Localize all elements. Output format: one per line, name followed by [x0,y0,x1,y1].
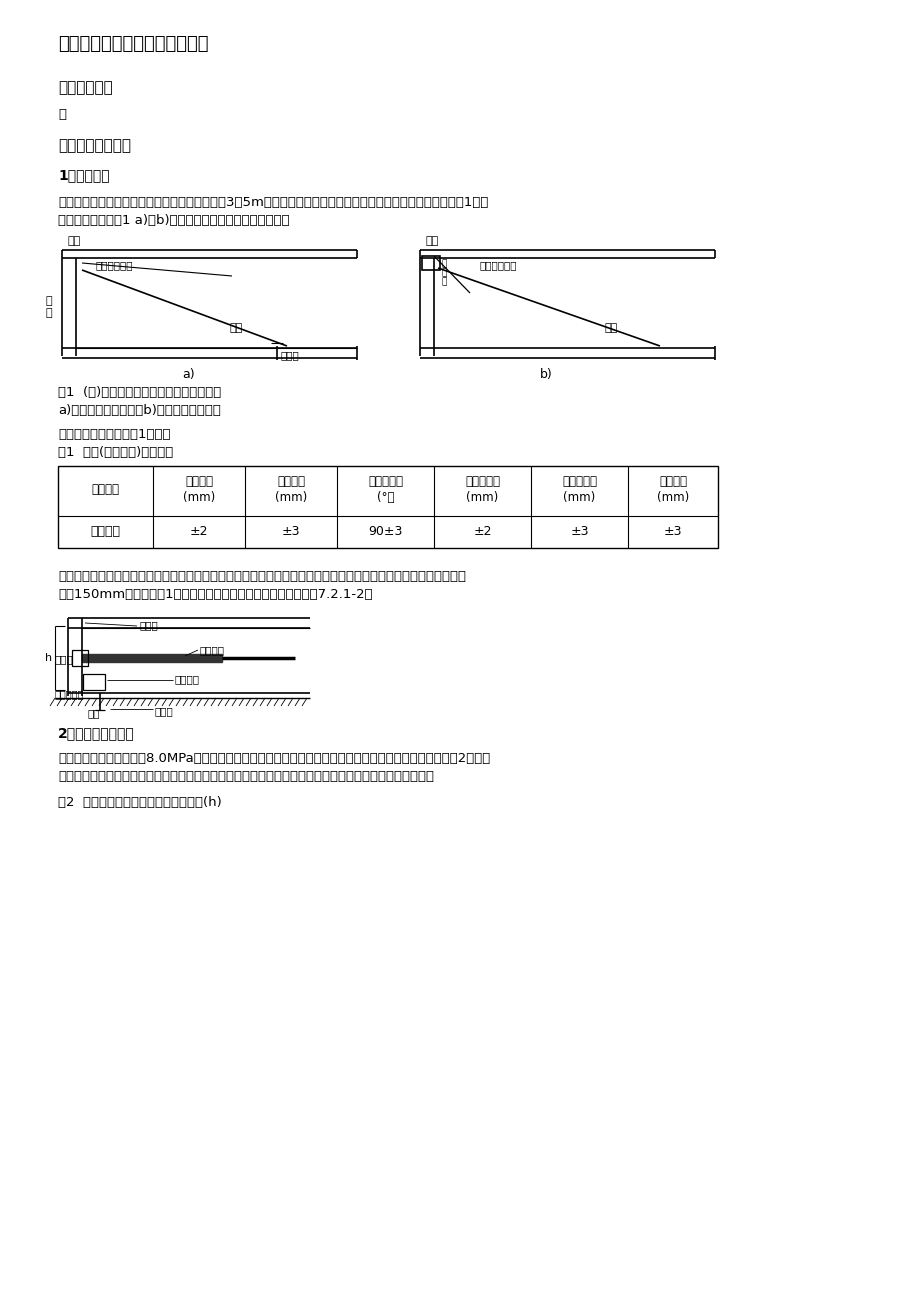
Text: 钢端模: 钢端模 [140,620,159,630]
Text: 模板的精确度应符合表1规定。: 模板的精确度应符合表1规定。 [58,428,170,441]
Text: 槽钢: 槽钢 [425,236,438,246]
Text: 一、工程概况: 一、工程概况 [58,79,113,95]
Text: 施工方式: 施工方式 [91,483,119,496]
Text: 小于150mm。每米设置1个垂直固定孔套。工作缝端模侧立面见图7.2.1-2。: 小于150mm。每米设置1个垂直固定孔套。工作缝端模侧立面见图7.2.1-2。 [58,589,372,602]
Text: 支撑模框: 支撑模框 [175,674,199,684]
Text: ±3: ±3 [570,525,588,538]
Text: 厂区道路及过路管施工技术交底: 厂区道路及过路管施工技术交底 [58,35,209,53]
Text: 二、质量交底内容: 二、质量交底内容 [58,138,130,154]
Text: 纵向变形: 纵向变形 [658,475,686,488]
Text: h: h [45,654,52,663]
Text: 固: 固 [441,259,447,268]
Text: 小型机具: 小型机具 [90,525,120,538]
Text: 撑固定装置，见图1 a)、b)。模板垂直度用垫木楔方法调整。: 撑固定装置，见图1 a)、b)。模板垂直度用垫木楔方法调整。 [58,214,289,227]
Text: b): b) [539,368,552,381]
Text: 定位套管: 定位套管 [199,644,225,655]
Text: 2、模板拆除及矫正: 2、模板拆除及矫正 [58,727,134,740]
Text: (mm): (mm) [562,491,595,504]
Text: 。达不到要求，不能拆除端模时，可空出一块面板，重新起头摊铺，空出的面板待两端均可拆模后再补做。: 。达不到要求，不能拆除端模时，可空出一块面板，重新起头摊铺，空出的面板待两端均可… [58,769,434,783]
Text: ±2: ±2 [472,525,492,538]
Text: (mm): (mm) [466,491,498,504]
Text: 钢筋固定支架: 钢筋固定支架 [96,260,133,270]
Bar [58,466,717,548]
Text: ±3: ±3 [663,525,682,538]
Text: 顶面平整度: 顶面平整度 [464,475,499,488]
Text: 基层: 基层 [88,708,100,717]
Text: 钢杆: 钢杆 [605,323,618,333]
Text: 管: 管 [46,309,52,318]
Text: 钢杆: 钢杆 [230,323,243,333]
Text: ±3: ±3 [281,525,300,538]
Text: 固定端: 固定端 [280,350,300,359]
Text: a): a) [182,368,195,381]
Text: 图1  (槽)钢模板焊接钢筋或角钢固定示意图: 图1 (槽)钢模板焊接钢筋或角钢固定示意图 [58,385,221,398]
Text: 钢模板的高度应为面板设计厚度，模板长度宜为3～5m。需设置拉杆时，模板应设拉杆插入孔。每米模板应设置1处支: 钢模板的高度应为面板设计厚度，模板长度宜为3～5m。需设置拉杆时，模板应设拉杆插… [58,197,488,210]
Text: ±2: ±2 [189,525,208,538]
Text: 侧面平整度: 侧面平整度 [562,475,596,488]
Text: 90±3: 90±3 [368,525,403,538]
Text: 略: 略 [58,108,66,121]
Text: 角钢固定支架: 角钢固定支架 [480,260,517,270]
Text: (mm): (mm) [275,491,307,504]
Text: 固定钉: 固定钉 [154,706,174,716]
Bar [82,654,221,661]
Text: 套: 套 [46,296,52,306]
Text: 混凝土路面: 混凝土路面 [55,689,85,699]
Text: (mm): (mm) [656,491,688,504]
Text: 高度偏差: 高度偏差 [185,475,213,488]
Bar [83,674,105,690]
Text: a)焊接钢筋固定支架；b)焊接角钢固定支架: a)焊接钢筋固定支架；b)焊接角钢固定支架 [58,404,221,417]
Text: 钢: 钢 [441,277,447,286]
Bar [422,256,439,270]
Text: 1、模板支设: 1、模板支设 [58,168,109,182]
Text: 传力杆: 传力杆 [55,654,74,664]
Text: 当混凝土抗压强度不小于8.0MPa方可拆模。当缺乏强度实测数据时，边侧模板的允许最早拆模时间宜符合表2的规定: 当混凝土抗压强度不小于8.0MPa方可拆模。当缺乏强度实测数据时，边侧模板的允许… [58,753,490,766]
Text: 表1  模板(加工矫正)允许偏差: 表1 模板(加工矫正)允许偏差 [58,447,173,460]
Text: 横向施工缝端模板应按设计规定的传力杆直径和间距设置传力杆插入孔和定位套管。两边缘传力杆到自由边距离不宜: 横向施工缝端模板应按设计规定的传力杆直径和间距设置传力杆插入孔和定位套管。两边缘… [58,570,466,583]
Text: 槽钢: 槽钢 [68,236,81,246]
Text: 定: 定 [441,268,447,277]
Text: (mm): (mm) [183,491,215,504]
Text: 垂直边夹角: 垂直边夹角 [368,475,403,488]
Text: 表2  混凝土路面板的允许最早拆模时间(h): 表2 混凝土路面板的允许最早拆模时间(h) [58,796,221,809]
Text: 局部变形: 局部变形 [277,475,305,488]
Text: (°）: (°） [377,491,394,504]
Bar [72,650,88,667]
